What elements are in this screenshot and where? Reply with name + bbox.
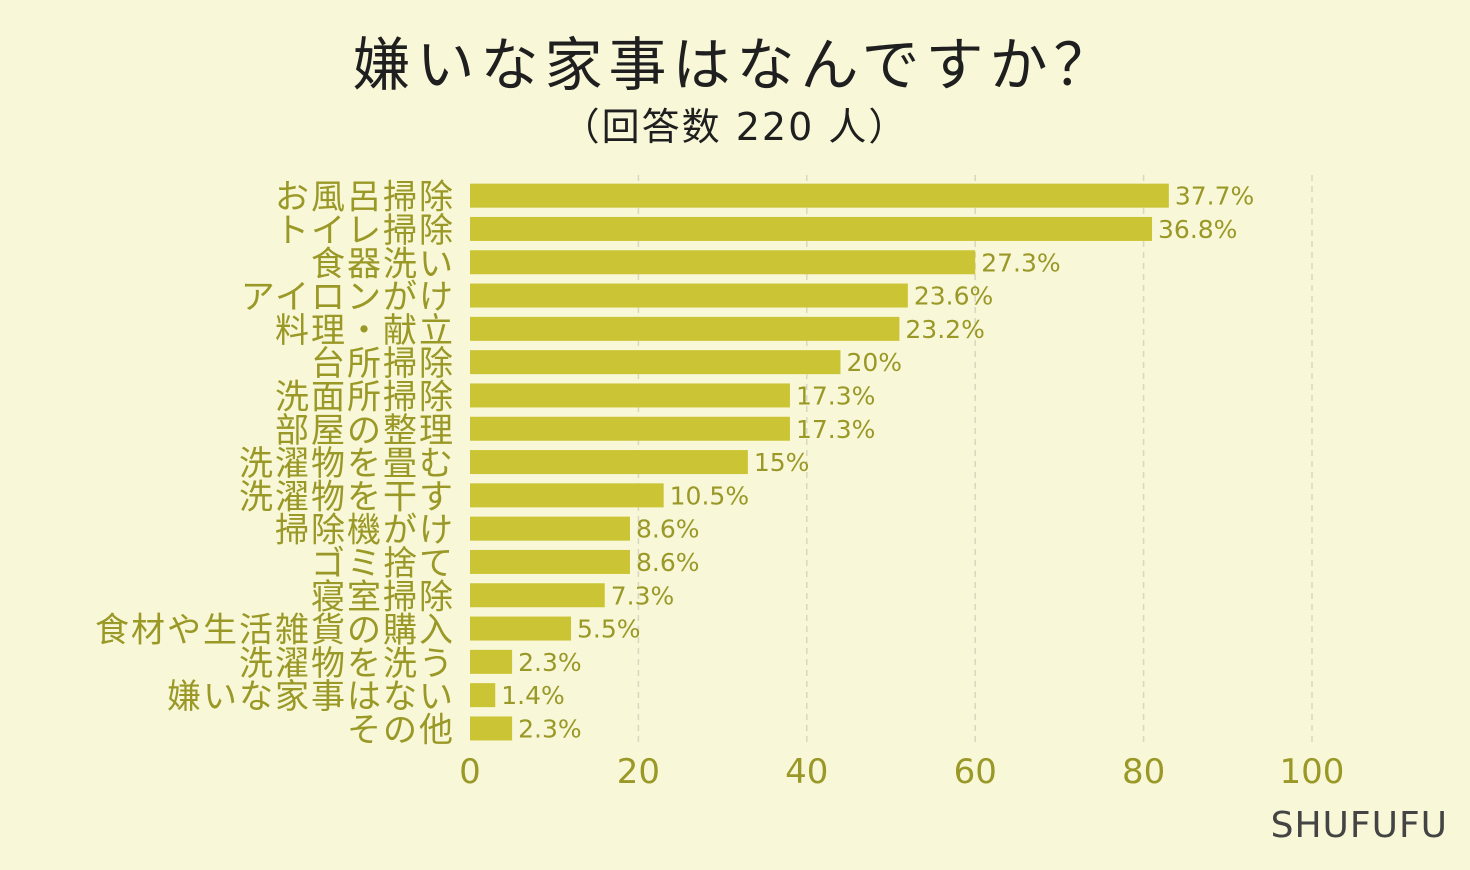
category-label: 寝室掃除 xyxy=(311,577,455,617)
category-label: アイロンがけ xyxy=(241,278,455,318)
bar xyxy=(470,583,605,608)
data-label: 8.6% xyxy=(636,548,700,577)
brand-logo: SHUFUFU xyxy=(1270,805,1448,846)
bar xyxy=(470,416,790,441)
category-label: その他 xyxy=(347,710,455,750)
category-label: 洗濯物を畳む xyxy=(239,444,455,484)
data-label: 23.2% xyxy=(905,315,984,344)
bar xyxy=(470,616,572,641)
data-label: 2.3% xyxy=(518,648,582,677)
bar xyxy=(470,216,1153,241)
category-label: 洗濯物を洗う xyxy=(239,644,455,684)
data-label: 7.3% xyxy=(611,581,675,610)
bar xyxy=(470,316,900,341)
data-label: 1.4% xyxy=(501,681,565,710)
bar xyxy=(470,683,496,708)
category-label: 部屋の整理 xyxy=(275,411,455,451)
data-label: 17.3% xyxy=(796,415,875,444)
category-label: 食材や生活雑貨の購入 xyxy=(95,611,455,651)
x-tick-label: 100 xyxy=(1280,752,1345,792)
x-tick-label: 60 xyxy=(954,752,997,792)
category-label: トイレ掃除 xyxy=(275,211,455,251)
category-label: お風呂掃除 xyxy=(275,178,455,218)
data-label: 17.3% xyxy=(796,381,875,410)
data-label: 36.8% xyxy=(1158,215,1237,244)
bar xyxy=(470,649,513,674)
bar xyxy=(470,283,908,308)
bar xyxy=(470,350,841,375)
category-label: 嫌いな家事はない xyxy=(167,677,455,717)
x-tick-label: 20 xyxy=(617,752,660,792)
data-label: 5.5% xyxy=(577,615,641,644)
chart-title: 嫌いな家事はなんですか？ xyxy=(352,31,1118,99)
data-label: 8.6% xyxy=(636,515,700,544)
x-tick-label: 0 xyxy=(459,752,481,792)
x-tick-label: 40 xyxy=(785,752,828,792)
bar xyxy=(470,183,1169,208)
data-label: 10.5% xyxy=(670,481,749,510)
category-label: 台所掃除 xyxy=(311,344,455,384)
data-label: 27.3% xyxy=(981,248,1060,277)
bar xyxy=(470,549,630,574)
data-label: 15% xyxy=(754,448,810,477)
bar xyxy=(470,483,664,508)
category-label: ゴミ捨て xyxy=(311,544,455,584)
data-label: 37.7% xyxy=(1175,182,1254,211)
data-label: 23.6% xyxy=(914,282,993,311)
bar xyxy=(470,716,513,741)
bar xyxy=(470,383,790,408)
x-tick-label: 80 xyxy=(1122,752,1165,792)
data-label: 2.3% xyxy=(518,714,582,743)
bar xyxy=(470,516,630,541)
data-label: 20% xyxy=(846,348,902,377)
category-label: 洗濯物を干す xyxy=(239,477,455,517)
chart-subtitle: （回答数 220 人） xyxy=(561,105,909,149)
category-label: 食器洗い xyxy=(311,244,455,284)
category-label: 掃除機がけ xyxy=(275,511,455,551)
bar xyxy=(470,450,748,475)
bar xyxy=(470,250,976,275)
category-label: 洗面所掃除 xyxy=(275,377,455,417)
category-label: 料理・献立 xyxy=(275,311,455,351)
